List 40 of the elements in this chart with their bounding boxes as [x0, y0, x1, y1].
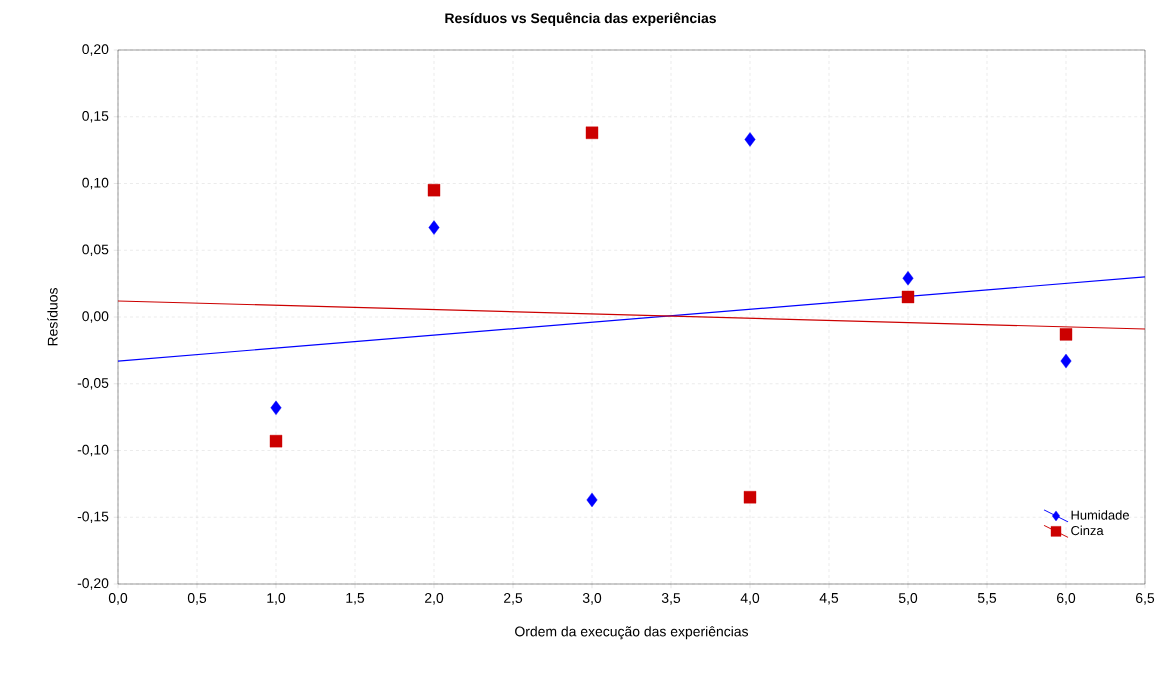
x-tick-label: 2,5	[504, 593, 523, 605]
x-tick-label: 0,0	[108, 593, 128, 605]
point	[902, 271, 914, 286]
y-tick-label: 0,10	[82, 177, 109, 190]
x-axis-title: Ordem da execução das experiências	[515, 626, 749, 640]
point	[586, 492, 598, 508]
y-tick-label: -0,05	[77, 377, 109, 390]
x-tick-label: 4,0	[740, 593, 760, 605]
x-tick-label: 3,5	[661, 593, 681, 605]
point	[1060, 353, 1072, 369]
point	[901, 290, 915, 304]
chart-title: Resíduos vs Sequência das experiências	[445, 12, 716, 26]
y-tick-label: -0,15	[77, 511, 109, 524]
point	[269, 434, 283, 448]
y-tick-label: 0,05	[82, 244, 109, 257]
y-tick-label: -0,20	[77, 578, 109, 590]
point	[585, 126, 599, 139]
point	[270, 400, 282, 415]
x-tick-label: 3,0	[582, 593, 602, 605]
point	[427, 183, 441, 197]
point	[743, 491, 757, 504]
y-axis-title: Resíduos	[47, 288, 58, 346]
x-tick-label: 5,5	[977, 593, 997, 605]
x-tick-label: 1,0	[267, 593, 286, 605]
y-tick-label: 0,15	[82, 110, 109, 123]
x-tick-label: 5,0	[898, 593, 918, 605]
legend-label: Humidade	[1071, 510, 1129, 520]
x-tick-label: 6,0	[1057, 593, 1076, 605]
legend-label: Cinza	[1071, 525, 1104, 536]
point	[744, 132, 756, 147]
point	[1059, 328, 1073, 341]
x-tick-label: 0,5	[187, 593, 207, 605]
y-tick-label: 0,00	[82, 311, 109, 323]
x-tick-label: 1,5	[346, 593, 365, 605]
y-tick-label: 0,20	[82, 44, 109, 56]
y-tick-label: -0,10	[77, 444, 109, 457]
x-tick-label: 2,0	[425, 593, 444, 605]
point	[428, 220, 440, 235]
x-tick-label: 6,5	[1136, 593, 1155, 605]
x-tick-label: 4,5	[819, 593, 839, 605]
